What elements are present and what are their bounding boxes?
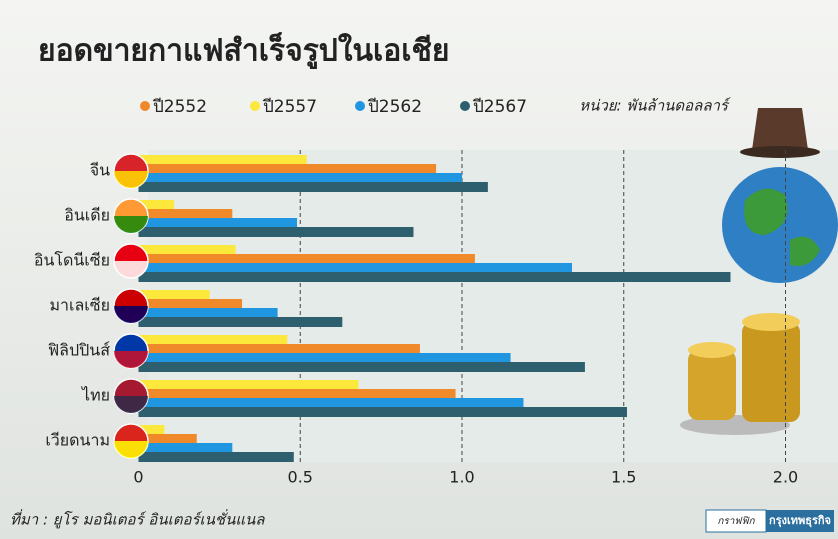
bar — [139, 227, 414, 237]
bar — [139, 308, 278, 318]
y-tick-label: เวียดนาม — [45, 431, 110, 450]
bar — [139, 443, 233, 453]
bar — [139, 344, 420, 354]
bar — [139, 209, 233, 219]
bar — [139, 263, 572, 273]
bar — [139, 452, 294, 462]
x-tick-label: 0 — [133, 468, 143, 487]
legend-swatch — [355, 101, 365, 111]
bar — [139, 245, 236, 255]
bar — [139, 407, 627, 417]
credit: กราฟฟิก — [717, 515, 755, 527]
legend-label: ปี2557 — [262, 97, 317, 117]
legend-swatch — [250, 101, 260, 111]
legend-swatch — [140, 101, 150, 111]
bar — [139, 299, 243, 309]
bar — [139, 254, 475, 264]
chart-title: ยอดขายกาแฟสำเร็จรูปในเอเชีย — [38, 32, 449, 70]
bar — [139, 218, 298, 228]
bar — [139, 272, 731, 282]
legend-label: ปี2567 — [472, 97, 527, 117]
bar — [139, 335, 288, 345]
y-tick-label: ฟิลิปปินส์ — [48, 341, 110, 360]
bar — [139, 182, 488, 192]
bar — [139, 173, 463, 183]
legend-swatch — [460, 101, 470, 111]
legend-label: ปี2562 — [367, 97, 422, 117]
bar — [139, 398, 524, 408]
chart: ยอดขายกาแฟสำเร็จรูปในเอเชีย หน่วย: พันล้… — [0, 0, 838, 539]
x-tick-label: 1.0 — [449, 468, 474, 487]
bar — [139, 155, 307, 165]
bar — [139, 353, 511, 363]
legend-label: ปี2552 — [152, 97, 207, 117]
y-tick-label: มาเลเซีย — [49, 296, 110, 315]
source: ที่มา : ยูโร มอนิเตอร์ อินเตอร์เนชั่นแนล — [10, 509, 265, 529]
bar — [139, 164, 437, 174]
bar — [139, 317, 343, 327]
y-tick-label: อินเดีย — [64, 206, 110, 225]
y-tick-label: จีน — [90, 161, 110, 180]
bar — [139, 389, 456, 399]
x-tick-label: 0.5 — [288, 468, 313, 487]
bar — [139, 290, 210, 300]
x-tick-label: 1.5 — [611, 468, 636, 487]
y-tick-label: ไทย — [80, 386, 110, 405]
bar — [139, 362, 585, 372]
credit: กรุงเทพธุรกิจ — [769, 514, 831, 528]
unit-label: หน่วย: พันล้านดอลลาร์ — [579, 97, 731, 115]
y-tick-label: อินโดนีเซีย — [34, 251, 110, 270]
bar — [139, 380, 359, 390]
x-tick-label: 2.0 — [773, 468, 798, 487]
